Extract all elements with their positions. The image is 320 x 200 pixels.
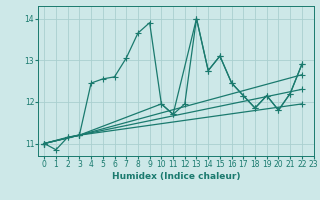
X-axis label: Humidex (Indice chaleur): Humidex (Indice chaleur) <box>112 172 240 181</box>
